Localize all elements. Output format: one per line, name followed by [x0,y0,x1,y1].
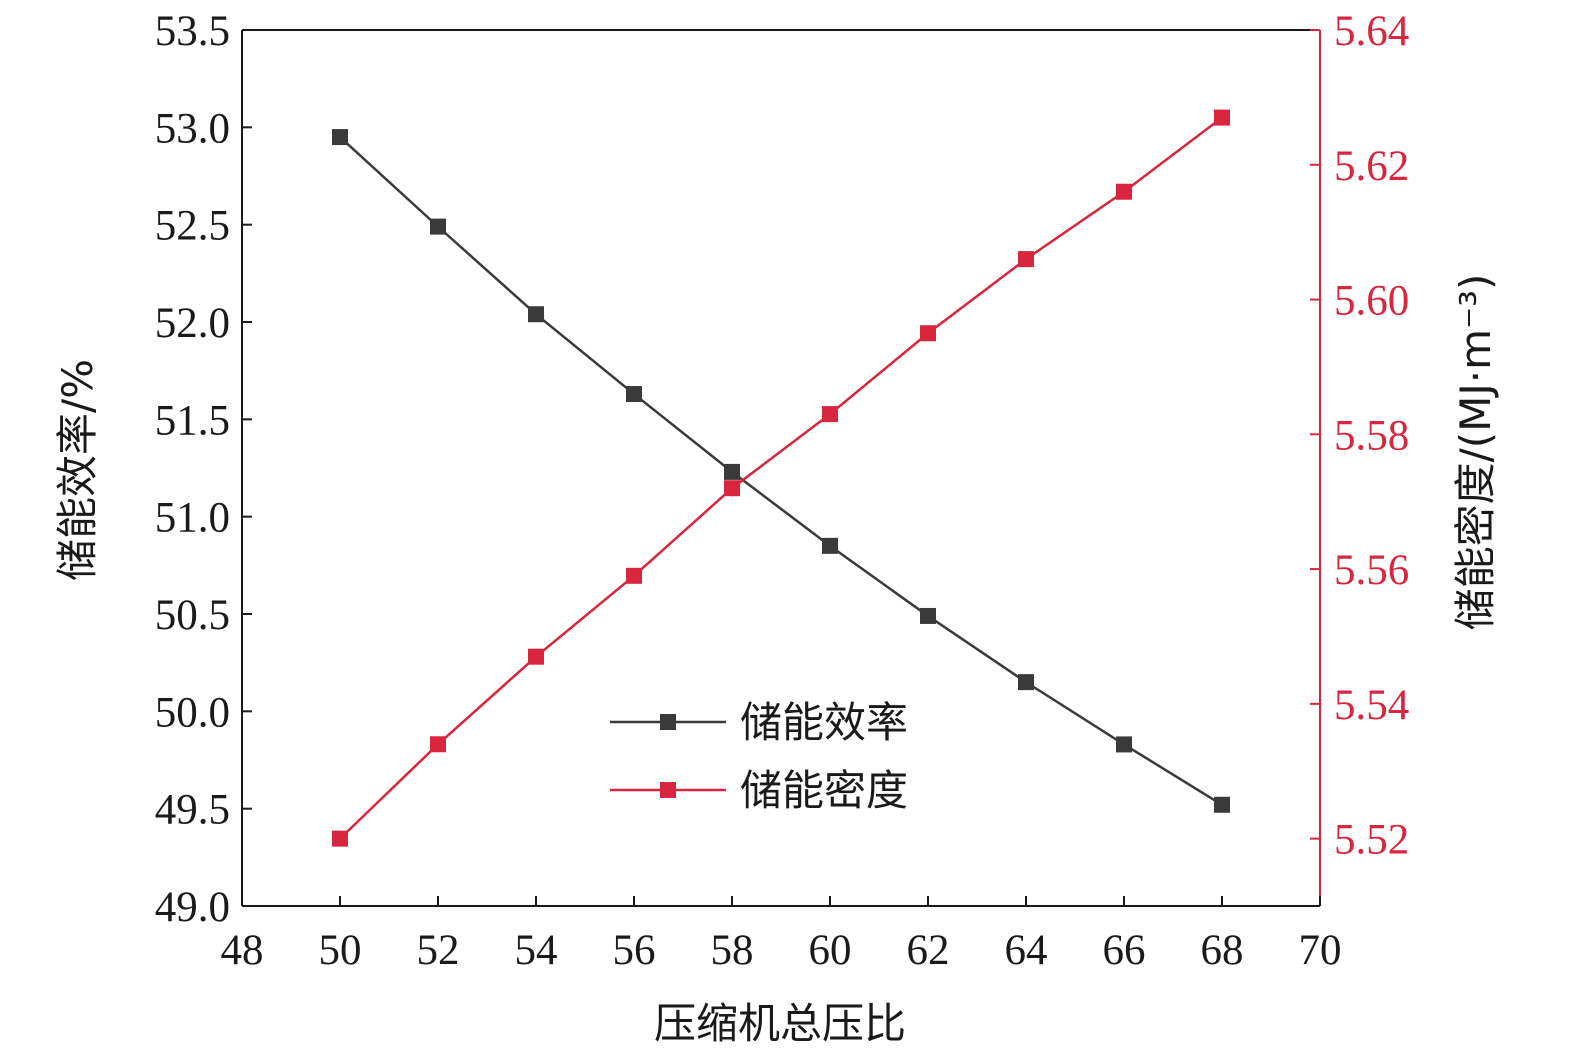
right-y-tick-label: 5.64 [1334,8,1409,55]
series-2-point [822,406,838,423]
x-axis-title: 压缩机总压比 [654,999,906,1048]
x-tick-label: 64 [1005,927,1048,974]
right-y-tick-label: 5.62 [1334,143,1409,190]
x-axis-ticks: 48 50 52 54 56 58 60 62 64 66 68 70 [221,896,1342,974]
legend-label-1: 储能效率 [740,698,908,747]
right-y-tick-label: 5.60 [1334,278,1409,325]
series-line-1 [339,136,1223,806]
right-y-axis-title: 储能密度/(MJ·m⁻³) [1451,274,1500,631]
series-2-point [724,480,740,497]
left-y-tick-label: 49.0 [155,884,230,931]
series-1-point [1116,736,1132,753]
left-y-tick-label: 51.0 [155,495,230,542]
series-1-point [1214,796,1230,813]
left-y-axis-title: 储能效率/% [53,359,102,581]
series-layer [332,109,1230,847]
left-y-tick-label: 53.0 [155,105,230,152]
legend-marker-2 [660,782,676,798]
series-2-point [528,648,544,665]
series-2-point [1116,183,1132,200]
series-2-point [1214,109,1230,126]
series-1-point [528,306,544,323]
x-tick-label: 52 [417,927,460,974]
left-y-tick-label: 50.5 [155,592,230,639]
series-2-point [626,567,642,584]
series-1-point [1018,674,1034,691]
x-tick-label: 50 [319,927,362,974]
series-2-point [430,736,446,753]
right-y-axis-ticks: 5.52 5.54 5.56 5.58 5.60 5.62 5.64 [1310,8,1409,864]
series-1-point [920,607,936,624]
series-2-point [332,830,348,847]
x-tick-label: 54 [515,927,558,974]
x-tick-label: 68 [1201,927,1244,974]
left-y-tick-label: 50.0 [155,689,230,736]
series-2-point [920,325,936,342]
left-y-tick-label: 53.5 [155,8,230,55]
legend-marker-1 [660,714,676,730]
left-y-tick-label: 52.0 [155,300,230,347]
x-tick-label: 70 [1299,927,1342,974]
x-tick-label: 66 [1103,927,1146,974]
right-y-tick-label: 5.54 [1334,682,1409,729]
left-y-axis-ticks: 49.0 49.5 50.0 50.5 51.0 51.5 52.0 52.5 53.0 53.5 [155,8,252,931]
x-tick-label: 56 [613,927,656,974]
x-tick-label: 58 [711,927,754,974]
series-2-point [1018,251,1034,268]
series-1-point [332,129,348,146]
legend-label-2: 储能密度 [740,766,908,815]
series-1-point [626,386,642,403]
x-tick-label: 60 [809,927,852,974]
series-1-point [822,537,838,554]
left-y-tick-label: 52.5 [155,203,230,250]
right-y-tick-label: 5.58 [1334,412,1409,459]
series-1-point [430,218,446,235]
series-line-2 [339,116,1223,840]
right-y-tick-label: 5.52 [1334,817,1409,864]
right-y-tick-label: 5.56 [1334,547,1409,594]
plot-frame [241,29,1321,907]
left-y-tick-label: 51.5 [155,397,230,444]
left-y-tick-label: 49.5 [155,787,230,834]
series-1-point [724,463,740,480]
x-tick-label: 62 [907,927,950,974]
x-tick-label: 48 [221,927,264,974]
